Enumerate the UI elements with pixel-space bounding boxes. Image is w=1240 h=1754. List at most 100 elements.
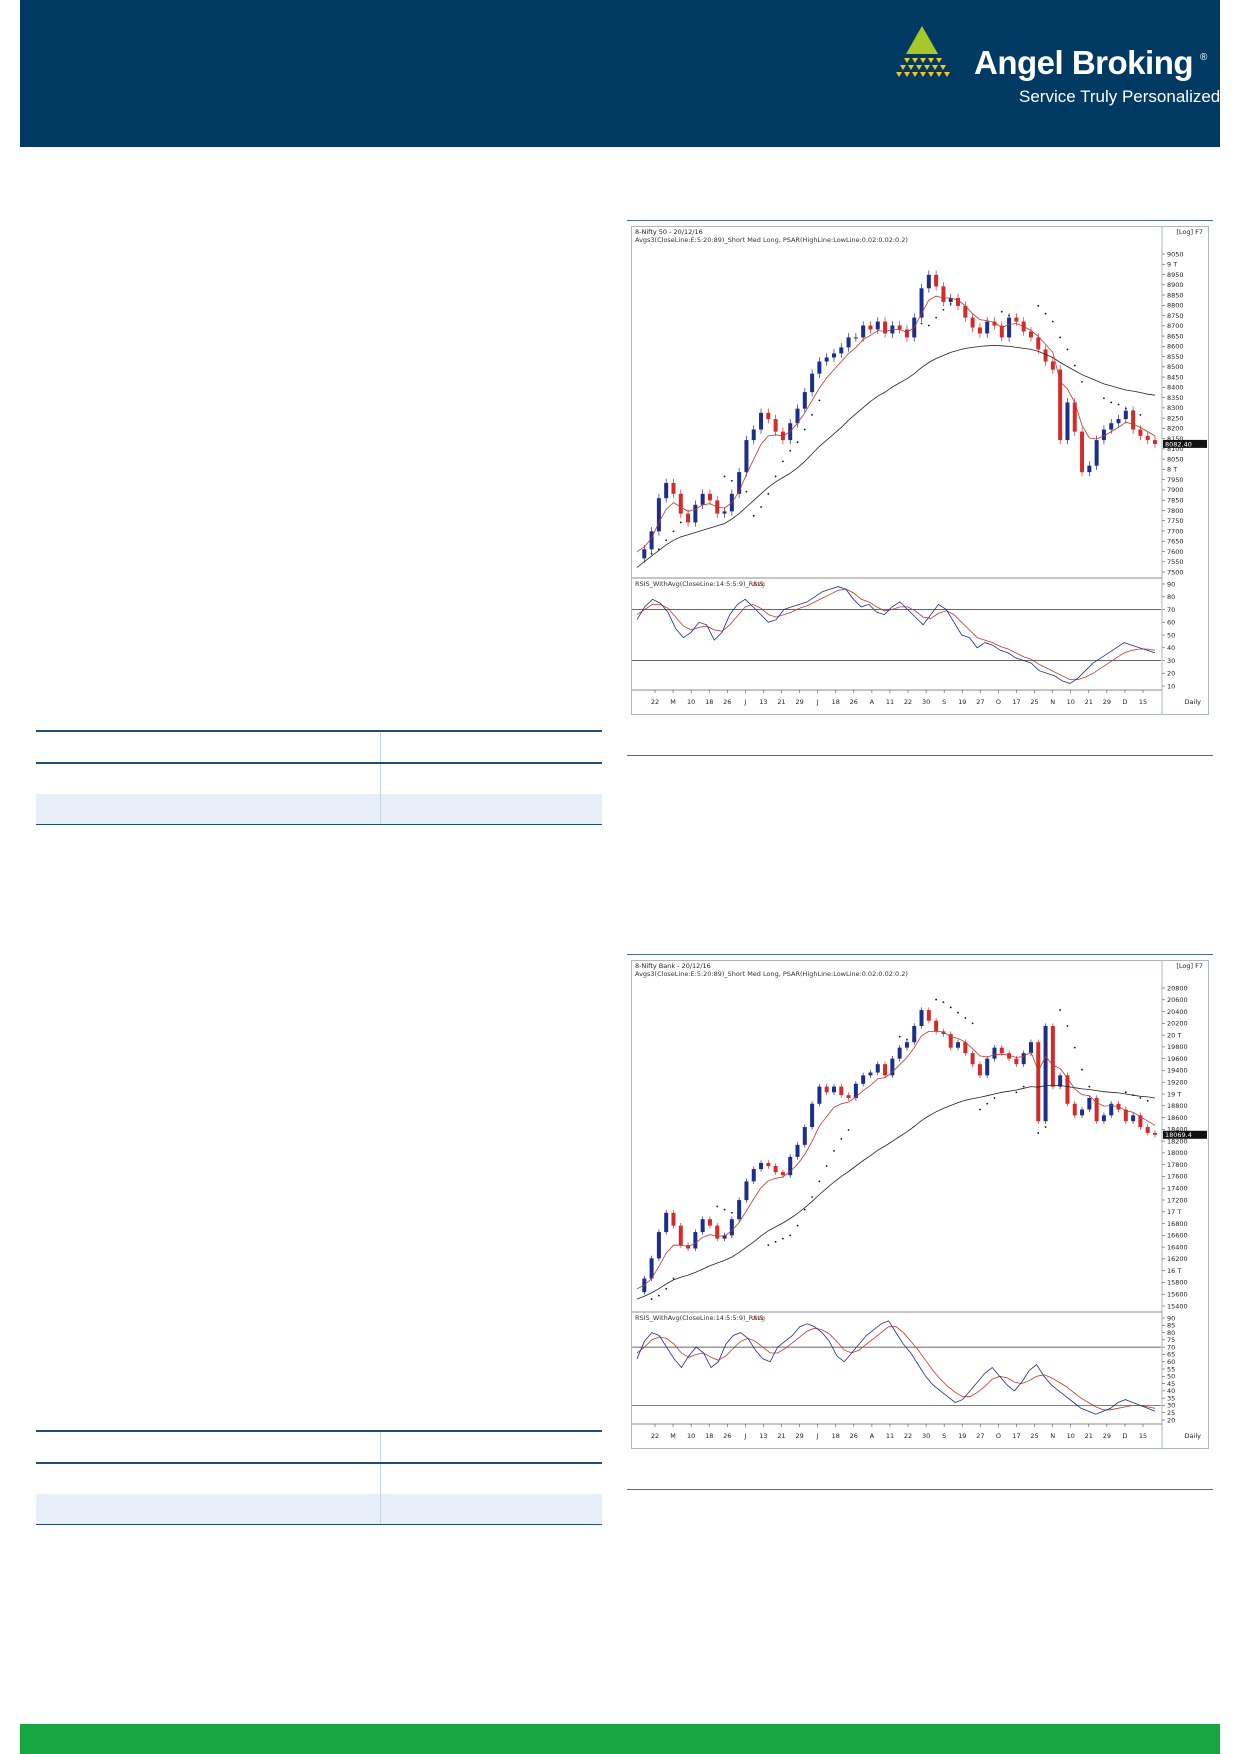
x-tick-label: 18 [832, 1432, 840, 1440]
rsi-tick-label: 20 [1167, 670, 1175, 678]
psar-dot [650, 552, 653, 555]
chart-border [631, 960, 1209, 1449]
candle-body [1065, 1075, 1070, 1104]
psar-dot [1059, 1009, 1062, 1011]
y-tick-label: 8400 [1167, 384, 1184, 392]
psar-dot [665, 539, 668, 542]
psar-dot [1088, 1085, 1091, 1088]
x-tick-label: 10 [1067, 1432, 1075, 1440]
x-tick-label: 19 [958, 1432, 966, 1440]
rsi-label: RSIS_WithAvg(CloseLine:14:5:5:9)_RSIS [635, 580, 763, 588]
scale-label: [Log] F7 [1176, 228, 1203, 236]
x-tick-label: 11 [886, 698, 894, 706]
psar-dot [942, 1001, 945, 1004]
candle-body [1094, 1098, 1099, 1122]
candle-body [912, 1026, 917, 1043]
candle-body [985, 321, 990, 334]
candle-body [853, 337, 858, 339]
rsi-tick-label: 50 [1167, 631, 1175, 639]
candle-body [1145, 1127, 1150, 1133]
candle-body [1036, 1042, 1041, 1122]
psar-dot [774, 1240, 777, 1243]
x-tick-label: 10 [687, 698, 695, 706]
chart-frame-top [627, 954, 1213, 955]
x-tick-label: 26 [850, 698, 858, 706]
chart-frame-bottom [627, 755, 1213, 756]
candle-body [649, 531, 654, 550]
rsi-tick-label: 70 [1167, 1343, 1175, 1351]
table-rule-bottom [36, 824, 602, 825]
candle-body [1065, 402, 1070, 441]
y-tick-label: 9 T [1167, 261, 1177, 269]
candle-body [1028, 331, 1033, 338]
candle-body [839, 347, 844, 354]
candle-body [1087, 465, 1092, 473]
psar-dot [979, 1108, 981, 1111]
chart-subtitle: Avgs3(CloseLine:E:5:20:89)_Short Med Lon… [635, 970, 908, 978]
summary-table-nifty [36, 730, 602, 830]
candle-body [759, 1162, 764, 1170]
x-tick-label: D [1122, 698, 1127, 706]
y-tick-label: 18600 [1167, 1114, 1188, 1122]
candle-body [766, 412, 771, 420]
candle-body [678, 1225, 683, 1246]
candle-body [999, 325, 1004, 338]
candle-body [904, 1042, 909, 1048]
x-tick-label: 15 [1139, 698, 1147, 706]
x-tick-label: N [1050, 1432, 1055, 1440]
table-column-divider [380, 1432, 381, 1462]
y-tick-label: 8800 [1167, 302, 1184, 310]
candle-body [941, 286, 946, 302]
y-tick-label: 17800 [1167, 1161, 1188, 1169]
x-tick-label: 26 [723, 1432, 731, 1440]
y-tick-label: 19800 [1167, 1043, 1188, 1051]
ema-short-line [636, 295, 1156, 552]
psar-dot [1110, 401, 1113, 404]
y-tick-label: 20800 [1167, 984, 1188, 992]
nifty-chart-panel: 8-Nifty 50 - 20/12/16 Avgs3(CloseLine:E:5… [627, 220, 1213, 756]
y-tick-label: 8100 [1167, 445, 1184, 453]
x-tick-label: 15 [1139, 1432, 1147, 1440]
psar-dot [789, 1234, 792, 1237]
candle-body [1050, 1026, 1055, 1087]
y-tick-label: 16200 [1167, 1255, 1188, 1263]
candle-body [1072, 402, 1077, 432]
candle-body [722, 511, 727, 514]
candle-body [642, 549, 647, 559]
x-tick-label: 21 [777, 1432, 785, 1440]
psar-dot [1139, 413, 1142, 416]
candle-body [1101, 429, 1106, 441]
y-tick-label: 18800 [1167, 1102, 1188, 1110]
y-tick-label: 8450 [1167, 373, 1184, 381]
x-tick-label: S [942, 698, 946, 706]
candle-body [1007, 317, 1012, 338]
x-tick-label: 27 [976, 1432, 984, 1440]
x-tick-label: 10 [687, 1432, 695, 1440]
candle-body [1153, 440, 1157, 444]
x-tick-label: 30 [922, 1432, 930, 1440]
candle-body [1123, 1109, 1128, 1122]
x-tick-label: 19 [958, 698, 966, 706]
candle-body [766, 1162, 771, 1167]
y-tick-label: 9050 [1167, 250, 1184, 258]
header-banner: Angel Broking ® Service Truly Personaliz… [20, 0, 1220, 147]
x-tick-label: J [816, 1432, 819, 1440]
last-price-label: 8082.40 [1165, 440, 1192, 448]
x-tick-label: M [670, 698, 676, 706]
x-tick-label: 11 [886, 1432, 894, 1440]
psar-dot [993, 1097, 996, 1099]
candle-body [1087, 1098, 1092, 1110]
y-tick-label: 8500 [1167, 363, 1184, 371]
candle-body [919, 1010, 924, 1027]
psar-dot [782, 460, 784, 463]
candle-body [824, 1086, 829, 1093]
psar-dot [935, 998, 938, 1001]
y-tick-label: 16800 [1167, 1220, 1188, 1228]
psar-dot [789, 449, 792, 452]
psar-dot [796, 441, 799, 444]
x-tick-label: D [1122, 1432, 1127, 1440]
candle-body [700, 1219, 705, 1233]
psar-dot [971, 1022, 974, 1025]
psar-dot [1037, 1132, 1040, 1134]
candle-body [671, 1212, 676, 1226]
